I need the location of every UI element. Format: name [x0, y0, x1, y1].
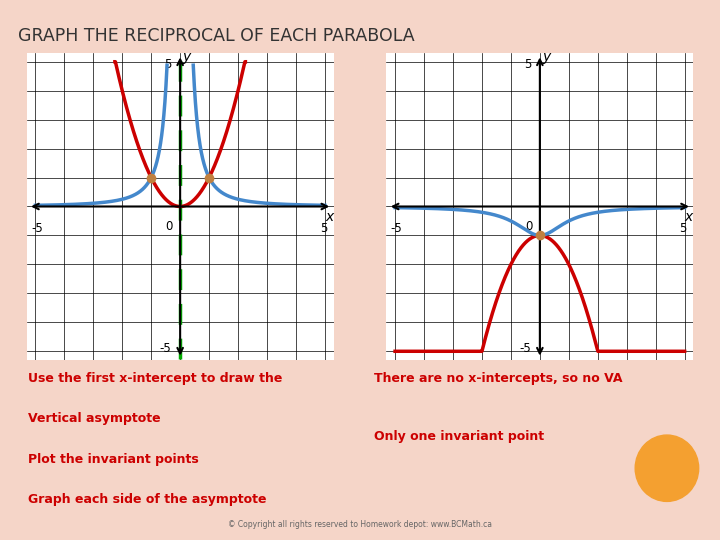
Text: -5: -5: [391, 222, 402, 235]
Text: Only one invariant point: Only one invariant point: [374, 430, 544, 443]
Text: x: x: [325, 211, 333, 225]
Text: 5: 5: [523, 58, 531, 71]
Text: 5: 5: [164, 58, 171, 71]
Text: Vertical asymptote: Vertical asymptote: [28, 413, 161, 426]
Text: Plot the invariant points: Plot the invariant points: [28, 453, 199, 465]
Text: © Copyright all rights reserved to Homework depot: www.BCMath.ca: © Copyright all rights reserved to Homew…: [228, 521, 492, 529]
Text: Graph each side of the asymptote: Graph each side of the asymptote: [28, 492, 267, 505]
Text: -5: -5: [519, 342, 531, 355]
Text: GRAPH THE RECIPROCAL OF EACH PARABOLA: GRAPH THE RECIPROCAL OF EACH PARABOLA: [18, 28, 415, 45]
Ellipse shape: [635, 435, 698, 502]
Text: 0: 0: [166, 220, 173, 233]
Text: 0: 0: [526, 220, 533, 233]
Text: 5: 5: [680, 222, 687, 235]
Text: -5: -5: [160, 342, 171, 355]
Text: x: x: [685, 211, 693, 225]
Text: y: y: [542, 50, 550, 64]
Text: y: y: [182, 50, 191, 64]
Text: -5: -5: [31, 222, 42, 235]
Text: There are no x-intercepts, so no VA: There are no x-intercepts, so no VA: [374, 372, 623, 385]
Text: Use the first x-intercept to draw the: Use the first x-intercept to draw the: [28, 372, 283, 385]
Text: 5: 5: [320, 222, 327, 235]
